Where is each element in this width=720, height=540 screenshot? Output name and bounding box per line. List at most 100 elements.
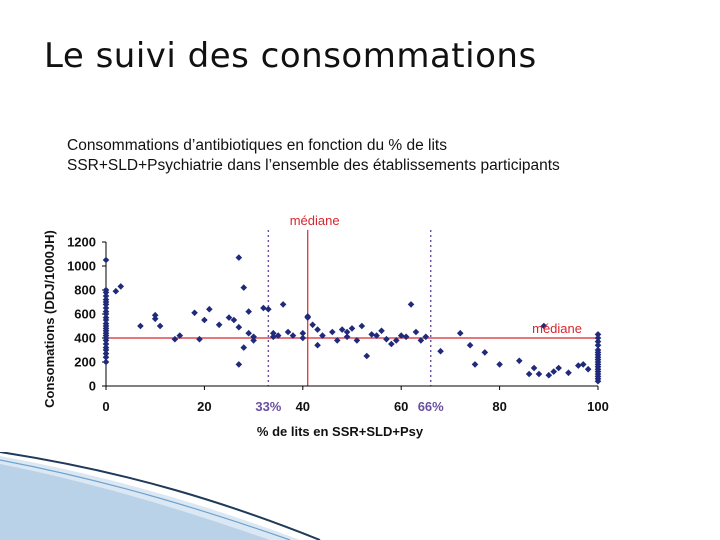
data-point	[235, 323, 243, 331]
chart-lines	[106, 230, 598, 386]
data-point	[269, 333, 277, 341]
data-point	[584, 365, 592, 373]
data-point	[388, 340, 395, 348]
subtitle-line-1: Consommations d’antibiotiques en fonctio…	[67, 137, 447, 154]
y-tick-label: 600	[74, 307, 96, 322]
data-point	[496, 361, 503, 368]
data-point	[102, 289, 110, 296]
data-point	[137, 322, 144, 330]
data-point	[102, 310, 110, 318]
data-point	[343, 333, 351, 341]
median-y-label: médiane	[532, 321, 582, 336]
data-point	[240, 284, 248, 291]
data-point	[225, 314, 233, 321]
data-point	[117, 283, 125, 290]
data-point	[535, 370, 543, 378]
data-point	[102, 350, 110, 357]
data-point	[329, 328, 336, 336]
data-point	[102, 346, 110, 354]
data-point	[314, 341, 321, 349]
data-point	[555, 364, 562, 372]
data-point	[565, 369, 572, 377]
data-point	[383, 335, 390, 343]
data-point	[437, 347, 444, 355]
data-point	[579, 361, 587, 368]
data-point	[545, 371, 553, 379]
chart-subtitle: Consommations d’antibiotiques en fonctio…	[67, 136, 687, 176]
x-tick-label: 20	[197, 399, 211, 414]
data-point	[235, 361, 243, 368]
data-point	[466, 341, 474, 349]
data-point	[422, 333, 430, 341]
data-point	[102, 256, 110, 264]
y-axis-title: Consomations (DDJ/1000JH)	[42, 230, 57, 408]
data-point	[343, 328, 351, 336]
data-point	[102, 358, 110, 366]
x-tick-label: 80	[492, 399, 506, 414]
median-x-label: médiane	[290, 213, 340, 228]
data-point	[171, 335, 179, 343]
y-tick-label: 200	[74, 355, 96, 370]
data-point	[363, 352, 371, 360]
y-tick-label: 400	[74, 331, 96, 346]
y-tick-label: 1200	[67, 235, 96, 250]
data-point	[215, 321, 223, 329]
subtitle-line-2: SSR+SLD+Psychiatrie dans l’ensemble des …	[67, 157, 560, 174]
data-point	[333, 337, 341, 344]
data-point	[407, 301, 415, 308]
data-point	[594, 377, 602, 385]
data-point	[260, 304, 267, 312]
data-point	[397, 332, 405, 339]
y-tick-label: 800	[74, 283, 96, 298]
data-point	[594, 334, 602, 342]
data-point	[156, 322, 164, 330]
data-point	[299, 334, 307, 342]
data-point	[279, 301, 287, 308]
data-point	[525, 370, 533, 378]
data-point	[353, 337, 361, 344]
data-point	[284, 328, 292, 336]
data-point	[274, 332, 282, 339]
chart-points	[102, 254, 602, 385]
data-point	[402, 333, 410, 341]
data-point	[309, 321, 316, 329]
data-point	[102, 353, 110, 361]
decorative-corner-swoosh	[0, 452, 321, 540]
x-tick-label: 100	[587, 399, 609, 414]
data-point	[196, 335, 203, 343]
data-point	[471, 361, 479, 368]
data-point	[102, 301, 110, 308]
data-point	[151, 315, 159, 323]
data-point	[530, 364, 538, 372]
data-point	[594, 341, 602, 349]
data-point	[240, 344, 248, 351]
data-point	[392, 337, 400, 344]
tercile-label: 33%	[255, 399, 281, 414]
data-point	[594, 331, 602, 338]
chart-axes	[102, 241, 599, 390]
data-point	[191, 309, 198, 317]
data-point	[314, 326, 321, 333]
data-point	[102, 304, 110, 312]
data-point	[417, 337, 425, 344]
y-tick-label: 1000	[67, 259, 96, 274]
x-tick-label: 40	[296, 399, 310, 414]
data-point	[304, 313, 312, 320]
data-point	[102, 316, 110, 324]
data-point	[230, 316, 238, 324]
data-point	[102, 292, 110, 300]
data-point	[368, 331, 375, 338]
chart-labels: 0 200 400 600 800 1000 1200 0 20 40 60 80 100 33% 66%%…	[42, 213, 609, 439]
data-point	[265, 305, 272, 313]
x-tick-label: 0	[102, 399, 109, 414]
data-point	[348, 325, 356, 332]
data-point	[289, 332, 297, 339]
x-axis-title: % de lits en SSR+SLD+Psy	[257, 424, 424, 439]
data-point	[299, 329, 307, 337]
data-point	[102, 337, 110, 344]
data-point	[176, 332, 184, 339]
data-point	[373, 332, 380, 339]
data-point	[250, 333, 257, 341]
data-point	[245, 308, 252, 315]
data-point	[250, 337, 257, 344]
